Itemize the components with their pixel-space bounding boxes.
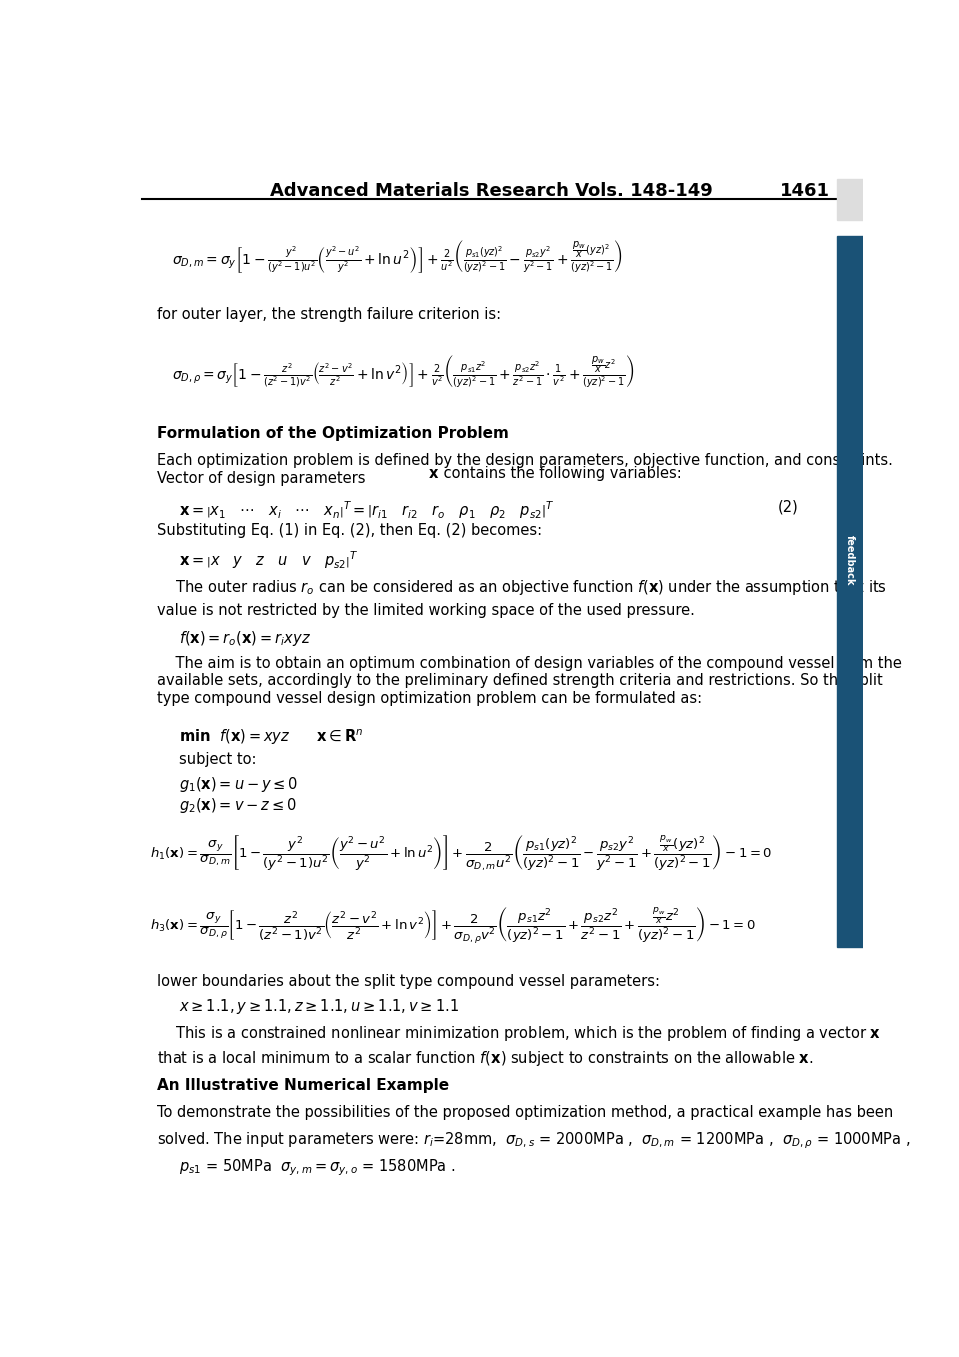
Bar — [837, 236, 863, 947]
Text: Formulation of the Optimization Problem: Formulation of the Optimization Problem — [157, 426, 509, 441]
Text: $h_1(\mathbf{x}) = \dfrac{\sigma_y}{\sigma_{D,m}} \left[1 - \dfrac{y^2}{(y^2-1)u: $h_1(\mathbf{x}) = \dfrac{\sigma_y}{\sig… — [150, 833, 772, 873]
Text: $\mathbf{x} = \left|x \quad y \quad z \quad u \quad v \quad p_{s2}\right|^T$: $\mathbf{x} = \left|x \quad y \quad z \q… — [179, 550, 359, 571]
Text: $\mathbf{min}\ \ f(\mathbf{x}) = xyz \qquad \mathbf{x} \in \mathbf{R}^n$: $\mathbf{min}\ \ f(\mathbf{x}) = xyz \qq… — [179, 727, 364, 746]
Text: subject to:: subject to: — [179, 752, 257, 767]
Text: $\mathbf{x}$: $\mathbf{x}$ — [429, 465, 439, 480]
Text: The outer radius $r_o$ can be considered as an objective function $f(\mathbf{x}): The outer radius $r_o$ can be considered… — [157, 578, 887, 597]
Text: feedback: feedback — [845, 535, 855, 585]
Text: lower boundaries about the split type compound vessel parameters:: lower boundaries about the split type co… — [157, 974, 660, 989]
Text: solved. The input parameters were: $r_i$=28mm,  $\sigma_{D,s}$ = 2000MPa ,  $\si: solved. The input parameters were: $r_i$… — [157, 1130, 911, 1151]
Text: Substituting Eq. (1) in Eq. (2), then Eq. (2) becomes:: Substituting Eq. (1) in Eq. (2), then Eq… — [157, 524, 542, 539]
Text: $f(\mathbf{x}) = r_o(\mathbf{x}) = r_i xyz$: $f(\mathbf{x}) = r_o(\mathbf{x}) = r_i x… — [179, 628, 312, 647]
Text: $\sigma_{D,m} = \sigma_y \left[1 - \frac{y^2}{(y^2-1)u^2}\left(\frac{y^2-u^2}{y^: $\sigma_{D,m} = \sigma_y \left[1 - \frac… — [172, 237, 622, 275]
Text: 1461: 1461 — [780, 182, 830, 199]
Text: $g_1(\mathbf{x}) = u - y \leq 0$: $g_1(\mathbf{x}) = u - y \leq 0$ — [179, 775, 298, 794]
Bar — [837, 179, 863, 220]
Text: $g_2(\mathbf{x}) = v - z \leq 0$: $g_2(\mathbf{x}) = v - z \leq 0$ — [179, 797, 297, 816]
Text: contains the following variables:: contains the following variables: — [439, 465, 682, 480]
Text: $\mathbf{x} = \left|x_1 \quad \cdots \quad x_i \quad \cdots \quad x_n\right|^T =: $\mathbf{x} = \left|x_1 \quad \cdots \qu… — [179, 499, 555, 521]
Text: To demonstrate the possibilities of the proposed optimization method, a practica: To demonstrate the possibilities of the … — [157, 1106, 893, 1121]
Text: Each optimization problem is defined by the design parameters, objective functio: Each optimization problem is defined by … — [157, 453, 893, 486]
Text: that is a local minimum to a scalar function $f(\mathbf{x})$ subject to constrai: that is a local minimum to a scalar func… — [157, 1049, 813, 1068]
Text: An Illustrative Numerical Example: An Illustrative Numerical Example — [157, 1079, 449, 1094]
Text: (2): (2) — [778, 499, 799, 514]
Text: $x \geq 1.1, y \geq 1.1, z \geq 1.1, u \geq 1.1, v \geq 1.1$: $x \geq 1.1, y \geq 1.1, z \geq 1.1, u \… — [179, 996, 459, 1015]
Text: Advanced Materials Research Vols. 148-149: Advanced Materials Research Vols. 148-14… — [270, 182, 713, 199]
Text: for outer layer, the strength failure criterion is:: for outer layer, the strength failure cr… — [157, 307, 502, 322]
Text: The aim is to obtain an optimum combination of design variables of the compound : The aim is to obtain an optimum combinat… — [157, 655, 901, 706]
Text: $h_3(\mathbf{x}) = \dfrac{\sigma_y}{\sigma_{D,\rho}} \left[1 - \dfrac{z^2}{(z^2-: $h_3(\mathbf{x}) = \dfrac{\sigma_y}{\sig… — [150, 905, 756, 944]
Text: value is not restricted by the limited working space of the used pressure.: value is not restricted by the limited w… — [157, 603, 695, 617]
Text: This is a constrained nonlinear minimization problem, which is the problem of fi: This is a constrained nonlinear minimiza… — [157, 1023, 881, 1042]
Text: $p_{s1}$ = 50MPa  $\sigma_{y,m} = \sigma_{y,o}$ = 1580MPa .: $p_{s1}$ = 50MPa $\sigma_{y,m} = \sigma_… — [179, 1158, 456, 1178]
Text: $\sigma_{D,\rho} = \sigma_y \left[1 - \frac{z^2}{(z^2-1)v^2}\left(\frac{z^2-v^2}: $\sigma_{D,\rho} = \sigma_y \left[1 - \f… — [172, 353, 635, 389]
